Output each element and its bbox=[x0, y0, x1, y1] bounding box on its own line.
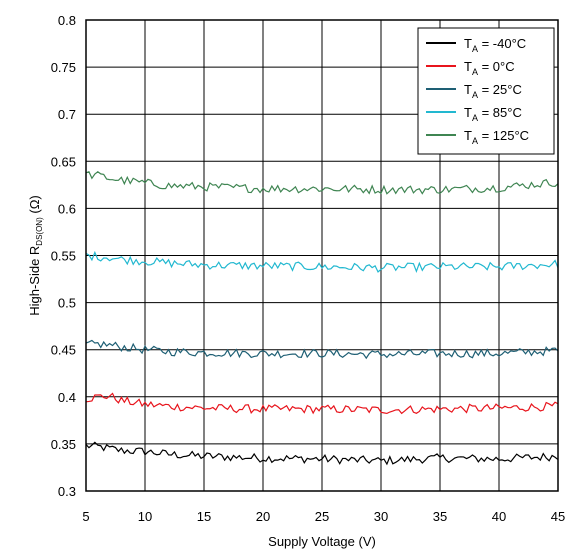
legend-label-value: = 25°C bbox=[478, 82, 522, 97]
y-tick-label: 0.8 bbox=[58, 13, 76, 28]
legend-label-value: = 125°C bbox=[478, 128, 529, 143]
x-tick-label: 25 bbox=[315, 509, 329, 524]
series-line--40c bbox=[85, 441, 559, 466]
legend-box bbox=[417, 27, 555, 155]
series-lines bbox=[85, 170, 559, 466]
legend-label: TA = -40°C bbox=[464, 36, 526, 54]
legend-label-subscript: A bbox=[472, 67, 478, 77]
x-tick-label: 30 bbox=[374, 509, 388, 524]
y-tick-label: 0.7 bbox=[58, 107, 76, 122]
series-line-0c bbox=[85, 392, 559, 415]
series-line-25c bbox=[85, 339, 559, 360]
y-tick-label: 0.55 bbox=[51, 249, 76, 264]
legend-label-main: T bbox=[464, 59, 472, 74]
series-line-85c bbox=[85, 250, 559, 274]
x-tick-label: 35 bbox=[433, 509, 447, 524]
x-axis-title: Supply Voltage (V) bbox=[268, 534, 376, 549]
y-tick-label: 0.45 bbox=[51, 343, 76, 358]
series-line-125c bbox=[85, 170, 559, 195]
grid-lines bbox=[85, 19, 559, 492]
y-tick-label: 0.4 bbox=[58, 390, 76, 405]
legend-label: TA = 125°C bbox=[464, 128, 529, 146]
legend-label-subscript: A bbox=[472, 44, 478, 54]
legend-label: TA = 25°C bbox=[464, 82, 522, 100]
legend: TA = -40°CTA = 0°CTA = 25°CTA = 85°CTA =… bbox=[417, 27, 555, 155]
y-axis-title-prefix: High-Side R bbox=[27, 246, 42, 316]
y-tick-label: 0.6 bbox=[58, 201, 76, 216]
y-axis-title-subscript: DS(ON) bbox=[35, 217, 44, 246]
legend-label-main: T bbox=[464, 82, 472, 97]
x-tick-label: 15 bbox=[197, 509, 211, 524]
x-tick-label: 20 bbox=[256, 509, 270, 524]
x-tick-label: 10 bbox=[138, 509, 152, 524]
legend-label-subscript: A bbox=[472, 113, 478, 123]
x-tick-label: 5 bbox=[82, 509, 89, 524]
legend-label-value: = 85°C bbox=[478, 105, 522, 120]
y-tick-label: 0.5 bbox=[58, 296, 76, 311]
y-tick-label: 0.75 bbox=[51, 60, 76, 75]
x-tick-label: 45 bbox=[551, 509, 565, 524]
y-axis-title: High-Side RDS(ON) (Ω) bbox=[27, 195, 44, 316]
legend-label-subscript: A bbox=[472, 136, 478, 146]
y-tick-label: 0.35 bbox=[51, 437, 76, 452]
y-tick-label: 0.65 bbox=[51, 154, 76, 169]
plot-frame bbox=[85, 19, 559, 492]
legend-label-subscript: A bbox=[472, 90, 478, 100]
x-tick-label: 40 bbox=[492, 509, 506, 524]
legend-label-main: T bbox=[464, 128, 472, 143]
y-axis-title-suffix: (Ω) bbox=[27, 195, 42, 217]
x-tick-labels: 5 10 15 20 25 30 35 40 45 bbox=[82, 509, 565, 524]
legend-label-main: T bbox=[464, 36, 472, 51]
legend-label: TA = 0°C bbox=[464, 59, 515, 77]
y-tick-labels: 0.3 0.35 0.4 0.45 0.5 0.55 0.6 0.65 0.7 0.75 0.8 bbox=[51, 13, 76, 499]
legend-label-main: T bbox=[464, 105, 472, 120]
legend-label-value: = 0°C bbox=[478, 59, 515, 74]
legend-label-value: = -40°C bbox=[478, 36, 526, 51]
y-tick-label: 0.3 bbox=[58, 484, 76, 499]
legend-label: TA = 85°C bbox=[464, 105, 522, 123]
